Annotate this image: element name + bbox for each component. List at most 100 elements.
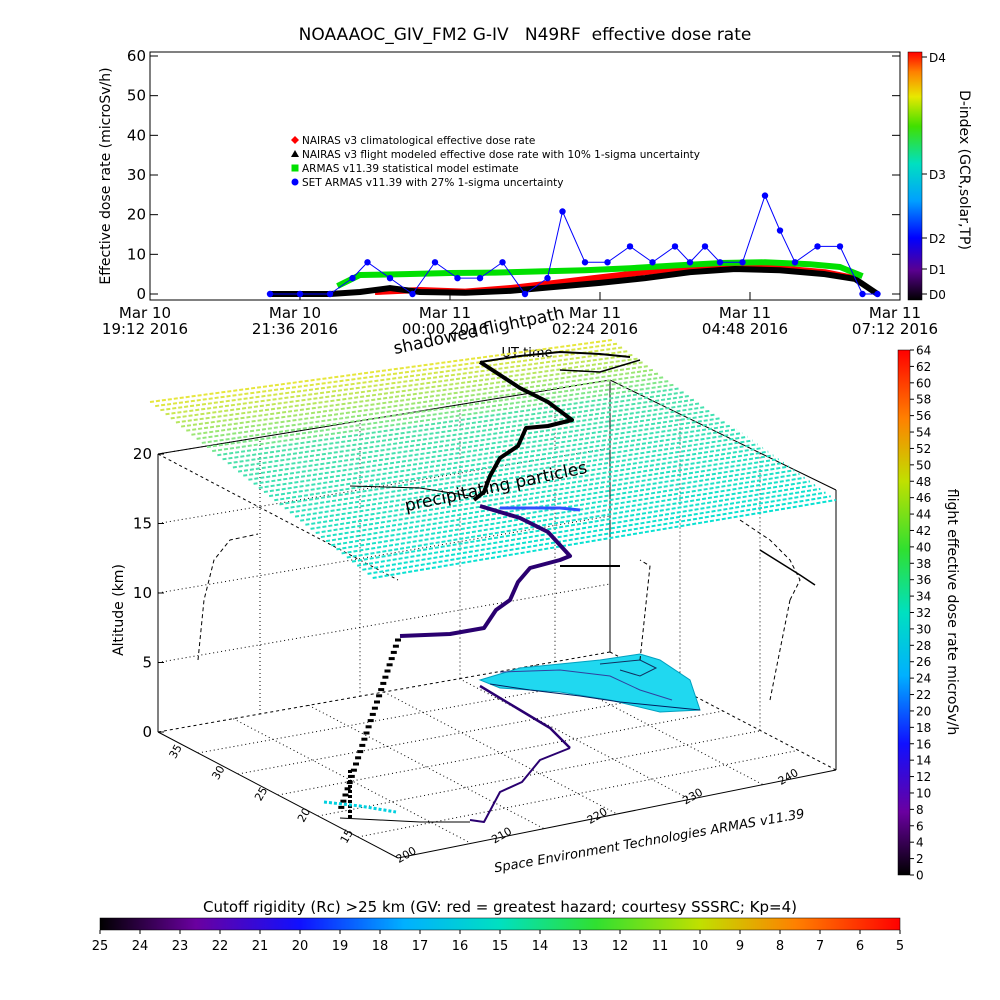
flight-path-descent-marker	[338, 805, 345, 809]
flight-path-descent-marker	[355, 756, 362, 760]
particle-layer-row	[149, 339, 613, 403]
series-point	[296, 290, 304, 298]
floor-back-edge	[157, 651, 611, 733]
timeseries-y-tick-label: 0	[136, 285, 146, 303]
cutoff-rigidity-tick-label: 13	[572, 939, 589, 954]
dose-rate-tick-label: 52	[916, 442, 931, 456]
dose-rate-tick-label: 58	[916, 393, 931, 407]
dose-rate-tick-label: 0	[916, 869, 924, 883]
wall-shadow-path	[197, 533, 259, 661]
floor-grid-line	[459, 678, 691, 800]
dose-rate-tick-label: 46	[916, 491, 931, 505]
flight-path-descent-marker	[388, 657, 395, 661]
timeseries-x-tick-day: Mar 11	[869, 304, 921, 322]
series-point	[776, 227, 784, 234]
d-index-tick-label: D0	[929, 288, 946, 302]
series-point	[431, 259, 439, 266]
flight-path-descent-marker	[350, 768, 357, 772]
dose-rate-tick-label: 38	[916, 557, 931, 571]
ground-track-segment	[469, 747, 571, 823]
d-index-ticks: D0 D1 D2 D3 D4	[922, 51, 946, 302]
floor-grid-line	[383, 691, 618, 815]
particle-layer-row	[160, 346, 623, 412]
flight-path-descent-marker	[365, 725, 372, 729]
flight-path-descent-marker	[353, 762, 359, 766]
series-point	[544, 274, 551, 282]
flight-path-descent-marker	[348, 815, 352, 818]
cutoff-rigidity-colorbar	[99, 917, 901, 931]
timeseries-plot-frame	[149, 51, 901, 301]
dose-rate-tick-label: 44	[916, 508, 931, 522]
particle-layer-row	[279, 432, 743, 506]
flight-path-descent-marker	[348, 785, 352, 788]
dose-rate-tick-label: 48	[916, 475, 931, 489]
latitude-tick-label: 30	[209, 763, 227, 782]
particle-layer-row	[315, 458, 779, 534]
timeseries-x-tick-day: Mar 10	[119, 304, 171, 322]
flight-path-descent-marker	[369, 712, 376, 716]
d-index-colorbar	[907, 51, 923, 301]
altitude-tick-label: 10	[133, 584, 152, 602]
particle-layer-row	[274, 428, 738, 502]
d-index-tick-label: D4	[929, 51, 946, 65]
timeseries-x-tick-time: 07:12 2016	[852, 320, 938, 338]
particle-layer-row	[300, 446, 764, 522]
flight-path-mid-segment	[399, 504, 572, 638]
series-line	[336, 259, 864, 289]
series-point	[716, 259, 724, 266]
wall-shadow-path	[769, 599, 791, 701]
particle-layer-row	[336, 472, 800, 551]
series-point	[326, 290, 334, 298]
flight-path-descent-marker	[348, 770, 352, 773]
cutoff-rigidity-tick-label: 10	[692, 939, 709, 954]
cutoff-rigidity-floor-region	[478, 653, 701, 713]
series-line	[270, 195, 878, 295]
flight-path-descent-marker	[378, 688, 385, 692]
cutoff-rigidity-tick-label: 14	[532, 939, 549, 954]
cutoff-rigidity-tick-label: 21	[252, 939, 269, 954]
flight-path-descent-marker	[390, 650, 397, 654]
cutoff-rigidity-tick-label: 22	[212, 939, 229, 954]
flight-path-descent-marker	[359, 743, 366, 747]
dose-rate-colorbar	[897, 349, 911, 876]
flight-path-upper-branch	[559, 359, 641, 373]
timeseries-series	[266, 192, 881, 298]
d-index-tick-label: D2	[929, 232, 946, 246]
flight-path-descent-marker	[348, 780, 352, 783]
timeseries-x-tick-time: 02:24 2016	[552, 320, 638, 338]
flight-path-upper-tail	[479, 351, 631, 363]
dose-rate-tick-label: 60	[916, 376, 931, 390]
back-wall-grid-line	[157, 515, 611, 594]
cutoff-rigidity-tick-label: 12	[612, 939, 629, 954]
flight-path-descent-marker	[382, 675, 389, 679]
floor-contour-2	[499, 669, 673, 701]
cutoff-rigidity-tick-label: 25	[92, 939, 109, 954]
back-wall-grid-line	[157, 583, 611, 663]
altitude-label: Altitude (km)	[111, 564, 127, 656]
particle-layer-row	[346, 480, 811, 559]
timeseries-x-tick-time: 04:48 2016	[702, 320, 788, 338]
flight-path-descent-marker	[348, 790, 352, 793]
floor-grid-line	[317, 730, 761, 817]
dose-rate-tick-label: 56	[916, 409, 931, 423]
altitude-tick-label: 0	[142, 723, 152, 741]
cutoff-rigidity-title: Cutoff rigidity (Rc) >25 km (GV: red = g…	[203, 898, 797, 916]
dose-rate-colorbar-label: flight effective dose rate microSv/h	[944, 489, 960, 735]
timeseries-y-tick-label: 20	[127, 206, 146, 224]
cutoff-rigidity-tick-label: 20	[292, 939, 309, 954]
timeseries-x-tick-day: Mar 11	[419, 304, 471, 322]
ground-track-thin	[339, 817, 470, 823]
floor-grid-line	[277, 710, 724, 796]
dose-rate-ticks: 0246810121416182022242628303234363840424…	[910, 344, 931, 883]
particle-layer-row	[356, 487, 821, 567]
dose-rate-tick-label: 10	[916, 786, 931, 800]
latitude-tick-label: 15	[338, 827, 356, 846]
series-point	[836, 243, 844, 250]
back-wall-grid-line	[157, 447, 611, 524]
timeseries-legend: NAIRAS v3 climatological effective dose …	[291, 135, 700, 189]
dose-rate-tick-label: 2	[916, 852, 924, 866]
series-point	[739, 259, 746, 266]
wall-shadow-path	[639, 559, 651, 661]
floor-grid-line	[534, 664, 764, 786]
floor-right-edge	[397, 769, 837, 859]
